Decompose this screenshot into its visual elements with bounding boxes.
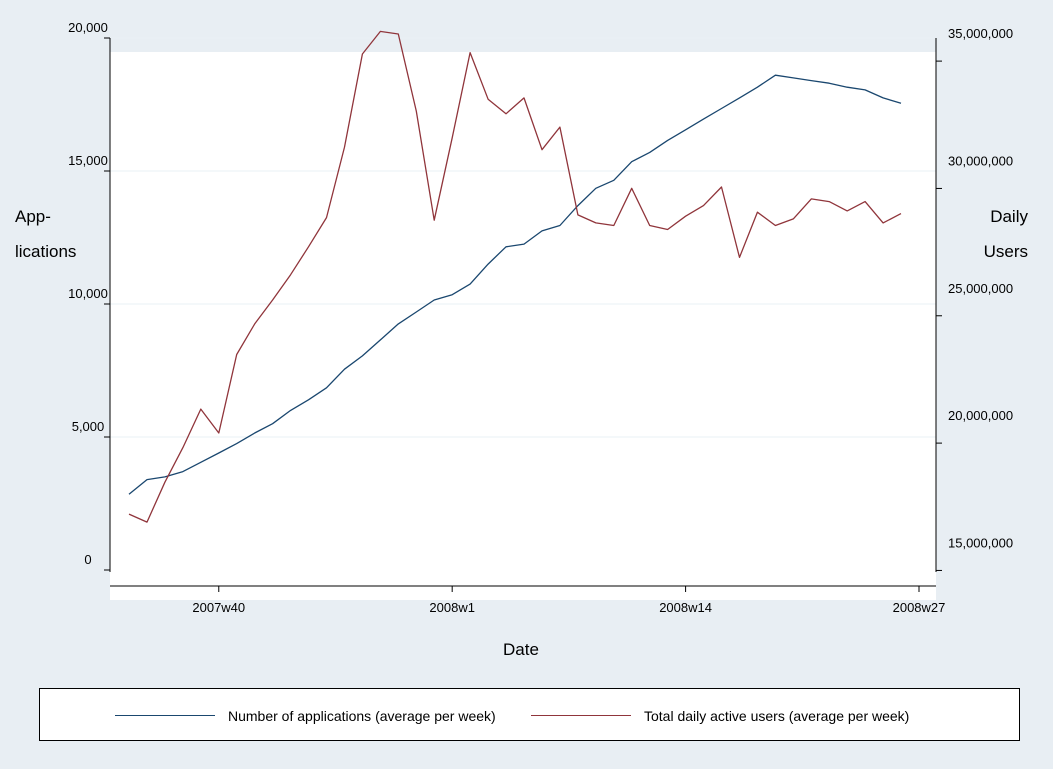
y-right-tick-label: 25,000,000 (948, 281, 1013, 296)
series-lines (128, 30, 902, 523)
legend-swatch-applications (115, 715, 215, 716)
x-tick-label: 2007w40 (192, 600, 245, 615)
y-left-tick-label: 15,000 (68, 153, 108, 168)
axes (109, 38, 937, 587)
y-left-tick-label: 0 (84, 552, 91, 567)
y-right-tick-label: 35,000,000 (948, 26, 1013, 41)
series-line-users (128, 30, 902, 523)
y-right-tick-label: 15,000,000 (948, 535, 1013, 550)
x-axis-label: Date (503, 640, 539, 659)
legend-entry-applications: Number of applications (average per week… (115, 689, 496, 742)
y-axis-right-label-line2: Users (984, 242, 1028, 261)
legend-swatch-users (531, 715, 631, 716)
x-tick-label: 2008w14 (659, 600, 712, 615)
y-left-tick-label: 20,000 (68, 20, 108, 35)
x-tick-label: 2008w27 (893, 600, 946, 615)
y-right-tick-label: 30,000,000 (948, 153, 1013, 168)
legend-label-users: Total daily active users (average per we… (644, 707, 910, 724)
series-line-applications (128, 74, 902, 495)
legend-label-applications: Number of applications (average per week… (228, 707, 496, 724)
y-axis-left-label-line1: App- (15, 207, 51, 226)
y-axis-right-label-line1: Daily (990, 207, 1028, 226)
y-left-tick-label: 5,000 (72, 419, 105, 434)
tick-marks-and-labels: 0 5,000 10,000 15,000 20,000 15,000,000 20,000… (68, 20, 1013, 615)
y-left-tick-label: 10,000 (68, 286, 108, 301)
x-tick-label: 2008w1 (429, 600, 475, 615)
legend-entry-users: Total daily active users (average per we… (531, 689, 909, 742)
y-right-tick-label: 20,000,000 (948, 408, 1013, 423)
legend: Number of applications (average per week… (39, 688, 1020, 741)
plot-region (110, 52, 936, 600)
y-axis-left-label-line2: lications (15, 242, 76, 261)
